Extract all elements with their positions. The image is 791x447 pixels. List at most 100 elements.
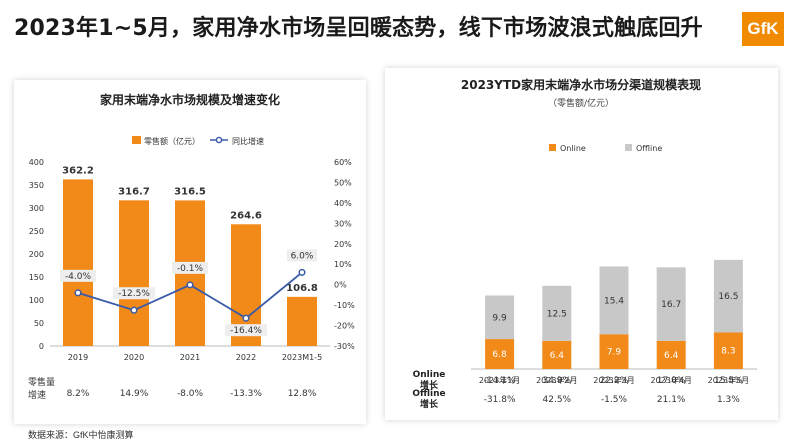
- growth-point: [74, 289, 82, 297]
- table-cell: 17.0%: [657, 376, 686, 386]
- online-value-label: 7.9: [607, 348, 622, 358]
- x-tick-label: 2023M1-5: [282, 353, 322, 362]
- y-right-tick-label: 30%: [334, 219, 352, 228]
- legend-label-online: Online: [560, 144, 586, 153]
- chart-title: 家用末端净水市场规模及增速变化: [100, 92, 280, 107]
- x-tick-label: 2023年3月: [593, 375, 634, 385]
- bar-value-label: 316.7: [118, 186, 150, 197]
- y-left-tick-label: 400: [29, 158, 44, 167]
- legend-label-growth: 同比增速: [232, 136, 264, 146]
- offline-bar: [599, 266, 629, 335]
- table-row-label: 增速: [28, 389, 46, 401]
- y-left-tick-label: 50: [34, 319, 44, 328]
- bar-value-label: 362.2: [62, 165, 94, 176]
- y-left-tick-label: 350: [29, 181, 44, 190]
- x-tick-label: 2023年5月: [708, 375, 749, 385]
- bar-value-label: 316.5: [174, 186, 206, 197]
- online-value-label: 8.3: [721, 347, 735, 357]
- growth-label-box: [287, 249, 317, 262]
- online-bar: [542, 340, 572, 369]
- growth-label-box: [172, 261, 208, 274]
- table-cell: 22.2%: [600, 376, 629, 386]
- table-cell: 1.3%: [717, 395, 740, 405]
- legend-swatch-online: [549, 144, 556, 151]
- retail-bar: [119, 200, 149, 346]
- table-cell: -8.0%: [177, 389, 204, 399]
- x-tick-label: 2020: [124, 353, 144, 362]
- legend-label-offline: Offline: [636, 144, 662, 153]
- data-source-footnote: 数据来源：GfK中怡康测算: [28, 430, 134, 440]
- growth-value-label: -16.4%: [230, 326, 262, 336]
- retail-bar: [287, 296, 317, 346]
- growth-label-box: [225, 324, 267, 337]
- table-cell: 14.9%: [120, 389, 149, 399]
- offline-bar: [485, 295, 515, 340]
- x-tick-label: 2023年1月: [479, 375, 520, 385]
- table-cell: 8.2%: [67, 389, 90, 399]
- offline-bar: [542, 285, 572, 341]
- table-row-label: Offline: [412, 389, 445, 399]
- chart-title: 2023YTD家用末端净水市场分渠道规模表现: [461, 77, 701, 92]
- table-row-label: Online: [413, 370, 446, 380]
- table-row-label: 增长: [420, 398, 439, 410]
- offline-value-label: 12.5: [547, 309, 567, 319]
- growth-label-box: [60, 269, 96, 282]
- y-left-tick-label: 150: [29, 273, 44, 282]
- growth-value-label: -12.5%: [118, 289, 150, 299]
- offline-bar: [713, 259, 743, 333]
- x-tick-label: 2019: [68, 353, 88, 362]
- growth-value-label: -4.0%: [65, 272, 92, 282]
- y-right-tick-label: 60%: [334, 158, 352, 167]
- slide-title: 2023年1~5月，家用净水市场呈回暖态势，线下市场波浪式触底回升: [14, 16, 703, 41]
- online-bar: [485, 339, 515, 369]
- offline-value-label: 16.7: [661, 300, 681, 310]
- x-tick-label: 2023年2月: [536, 375, 577, 385]
- channel-chart-panel: 2023YTD家用末端净水市场分渠道规模表现 （零售额/亿元） Online Offl…: [385, 68, 778, 420]
- growth-point: [130, 306, 138, 314]
- online-bar: [656, 340, 686, 369]
- table-cell: -1.5%: [601, 395, 628, 405]
- table-cell: -31.8%: [484, 395, 516, 405]
- legend-swatch-retail: [132, 136, 141, 144]
- online-bar: [599, 334, 629, 369]
- y-right-tick-label: 50%: [334, 178, 352, 187]
- y-right-tick-label: 40%: [334, 199, 352, 208]
- table-cell: 34.9%: [543, 376, 572, 386]
- retail-bar: [63, 179, 93, 346]
- y-left-tick-label: 0: [39, 342, 44, 351]
- online-bar: [713, 332, 743, 369]
- x-tick-label: 2021: [180, 353, 200, 362]
- online-value-label: 6.8: [492, 350, 507, 360]
- offline-value-label: 9.9: [492, 313, 507, 323]
- y-right-tick-label: 10%: [334, 260, 352, 269]
- growth-point: [242, 314, 250, 322]
- gfk-logo: GfK: [742, 12, 784, 46]
- offline-value-label: 15.4: [604, 296, 624, 306]
- offline-value-label: 16.5: [718, 292, 738, 302]
- table-cell: 21.1%: [657, 395, 686, 405]
- chart-subtitle: （零售额/亿元）: [548, 97, 614, 109]
- legend-label-retail: 零售额（亿元）: [144, 136, 200, 146]
- growth-value-label: 6.0%: [291, 251, 314, 261]
- y-left-tick-label: 250: [29, 227, 44, 236]
- x-tick-label: 2022: [236, 353, 256, 362]
- online-value-label: 6.4: [550, 351, 565, 361]
- channel-chart: 2023YTD家用末端净水市场分渠道规模表现 （零售额/亿元） Online Offl…: [412, 77, 757, 410]
- bar-value-label: 106.8: [286, 283, 318, 294]
- y-right-tick-label: 0%: [334, 281, 347, 290]
- table-cell: -13.3%: [230, 389, 262, 399]
- table-row-label: 增长: [420, 379, 439, 391]
- market-size-chart-panel: 家用末端净水市场规模及增速变化 零售额（亿元） 同比增速 0 50 100 150 200 25…: [14, 80, 366, 424]
- y-left-tick-label: 100: [29, 296, 44, 305]
- y-right-tick-label: 20%: [334, 240, 352, 249]
- online-value-label: 6.4: [664, 351, 679, 361]
- legend-marker-growth: [215, 136, 223, 144]
- y-right-tick-label: -20%: [334, 322, 355, 331]
- table-cell: 12.8%: [288, 389, 317, 399]
- growth-value-label: -0.1%: [177, 264, 204, 274]
- table-row-label: 零售量: [28, 376, 55, 388]
- y-right-tick-label: -10%: [334, 301, 355, 310]
- x-tick-label: 2023年4月: [650, 375, 691, 385]
- table-cell: 42.5%: [543, 395, 572, 405]
